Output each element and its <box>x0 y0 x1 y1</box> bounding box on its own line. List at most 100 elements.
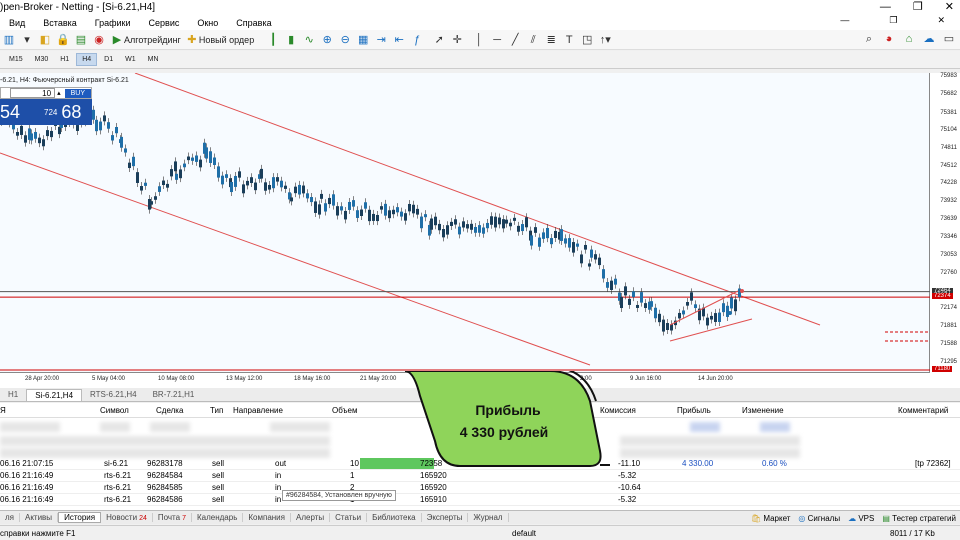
line-chart-icon[interactable]: ∿ <box>304 33 314 46</box>
table-row[interactable]: 06.16 21:16:49rts-6.2196284586sellin1165… <box>0 494 960 506</box>
timeframe-d1[interactable]: D1 <box>104 56 114 63</box>
tab-chart-rts[interactable]: RTS-6.21,H4 <box>90 390 137 399</box>
channel-icon[interactable]: ⫽ <box>530 33 536 46</box>
horizontal-line-icon[interactable]: ─ <box>493 33 502 46</box>
tab-3[interactable]: Новости 24 <box>101 513 153 522</box>
table-row[interactable]: 06.16 21:07:15 si-6.21 96283178 sell out 10 72… <box>0 458 960 470</box>
volume-stepper-icon[interactable]: ▴ <box>57 90 61 97</box>
time-axis[interactable]: 28 Apr 20:00 5 May 04:00 10 May 08:00 13 Ma… <box>0 373 930 388</box>
tab-chart-br[interactable]: BR-7.21,H1 <box>152 390 195 399</box>
tab-4[interactable]: Почта 7 <box>153 513 192 522</box>
candle-body <box>34 131 37 139</box>
col-direction[interactable]: Направление <box>233 406 283 415</box>
new-order-button[interactable]: ✚ Новый ордер <box>185 32 254 48</box>
buy-price-small[interactable]: 724 <box>44 107 58 117</box>
col-commission[interactable]: Комиссия <box>600 406 636 415</box>
label-icon[interactable]: ◳ <box>582 33 593 46</box>
chart-window[interactable]: -6.21, H4: Фьючерсный контракт Si-6.21 ▴… <box>0 73 960 388</box>
timeframe-h1[interactable]: H1 <box>60 56 70 63</box>
table-row[interactable]: 06.16 21:16:49 rts-6.21 96284584 sell in 1 165… <box>0 470 960 482</box>
tab-11[interactable]: Журнал <box>468 513 509 522</box>
col-deal[interactable]: Сделка <box>156 406 184 415</box>
data-window-icon[interactable]: ▤ <box>75 33 87 46</box>
dropdown-icon[interactable]: ▾ <box>24 33 30 46</box>
candle-body <box>550 238 553 245</box>
col-comment[interactable]: Комментарий <box>898 406 949 415</box>
zoom-out-icon[interactable]: ⊖ <box>340 33 350 46</box>
sidebar-toggle-icon[interactable]: ▭ <box>943 33 955 45</box>
restore-icon[interactable]: ❐ <box>912 1 923 13</box>
cloud-icon[interactable]: ☁ <box>923 33 935 45</box>
timeframe-h4[interactable]: H4 <box>76 53 98 66</box>
tab-0[interactable]: ля <box>0 513 20 522</box>
tab-1[interactable]: Активы <box>20 513 59 522</box>
arrows-icon[interactable]: ↑▾ <box>599 33 611 46</box>
col-volume[interactable]: Объем <box>332 406 358 415</box>
menu-insert[interactable]: Вставка <box>43 17 77 28</box>
indicators-icon[interactable]: ƒ <box>414 33 421 46</box>
lock-icon[interactable]: 🔒 <box>56 33 70 46</box>
crosshair-icon[interactable]: ✛ <box>452 33 462 46</box>
mdi-restore-icon[interactable]: ❐ <box>889 15 898 25</box>
price-axis[interactable]: 75983 75682 75381 75104 74811 74512 74228 73932… <box>930 73 960 373</box>
table-row[interactable]: 06.16 21:16:49 rts-6.21 96284585 sell in 2 165… <box>0 482 960 494</box>
trendline-icon[interactable]: ╱ <box>511 33 519 46</box>
market-watch-icon[interactable]: ◧ <box>39 33 51 46</box>
menu-window[interactable]: Окно <box>197 17 219 28</box>
tab-7[interactable]: Алерты <box>291 513 331 522</box>
mdi-close-icon[interactable]: ✕ <box>937 15 945 25</box>
strategy-icon[interactable]: ◉ <box>94 33 104 46</box>
tab-left-partial[interactable]: H1 <box>8 390 19 399</box>
sell-price-button[interactable]: 54 <box>0 101 21 122</box>
vertical-line-icon[interactable]: │ <box>475 33 483 46</box>
signal-icon[interactable]: ⌂ <box>905 33 913 45</box>
shift-chart-icon[interactable]: ⇤ <box>394 33 404 46</box>
notifications-icon[interactable]: ● 1 <box>885 33 893 45</box>
tab-10[interactable]: Эксперты <box>422 513 469 522</box>
tab-2[interactable]: История <box>58 512 102 523</box>
timeframe-m30[interactable]: M30 <box>34 56 49 63</box>
text-icon[interactable]: T <box>565 33 573 46</box>
market-button[interactable]: 🛍 Маркет <box>750 513 791 523</box>
tab-9[interactable]: Библиотека <box>367 513 422 522</box>
mdi-minimize-icon[interactable]: — <box>840 15 850 25</box>
bars-chart-icon[interactable]: ▥ <box>3 33 15 46</box>
tab-8[interactable]: Статьи <box>330 513 368 522</box>
fibo-icon[interactable]: ≣ <box>546 33 556 46</box>
vps-button[interactable]: ☁ VPS <box>848 513 875 523</box>
grid-icon[interactable]: ▦ <box>358 33 369 46</box>
cursor-icon[interactable]: ➚ <box>434 33 444 46</box>
timeframe-w1[interactable]: W1 <box>125 56 136 63</box>
algo-trading-button[interactable]: ▶ Алготрейдинг <box>110 32 181 48</box>
chart-canvas[interactable] <box>0 73 930 373</box>
close-icon[interactable]: ✕ <box>944 1 954 13</box>
price-chart[interactable]: -6.21, H4: Фьючерсный контракт Si-6.21 ▴… <box>0 73 930 373</box>
signals-button[interactable]: ◎ Сигналы <box>798 513 841 523</box>
one-click-trading-panel[interactable]: ▴ BUY 54 724 68 <box>0 87 92 125</box>
zoom-in-icon[interactable]: ⊕ <box>322 33 332 46</box>
bar-chart-icon[interactable]: ┃ <box>269 33 277 46</box>
tab-chart-si[interactable]: Si-6.21,H4 <box>26 388 83 401</box>
col-type[interactable]: Тип <box>210 406 224 415</box>
tab-5[interactable]: Календарь <box>192 513 244 522</box>
buy-price-button[interactable]: 68 <box>61 101 82 122</box>
menu-charts[interactable]: Графики <box>94 17 131 28</box>
candles-icon[interactable]: ▮ <box>288 33 295 46</box>
strategy-tester-button[interactable]: ▤ Тестер стратегий <box>882 513 956 523</box>
candle-body <box>614 278 617 285</box>
autoscroll-icon[interactable]: ⇥ <box>376 33 386 46</box>
timeframe-m15[interactable]: M15 <box>9 56 23 63</box>
volume-input[interactable] <box>10 88 56 98</box>
candle-body <box>272 177 275 189</box>
buy-button[interactable]: BUY <box>64 88 91 98</box>
menu-view[interactable]: Вид <box>9 17 26 28</box>
menu-service[interactable]: Сервис <box>148 17 180 28</box>
col-symbol[interactable]: Символ <box>100 406 129 415</box>
col-change[interactable]: Изменение <box>742 406 784 415</box>
minimize-icon[interactable]: — <box>879 1 891 13</box>
timeframe-mn[interactable]: MN <box>147 56 159 63</box>
tab-6[interactable]: Компания <box>243 513 291 522</box>
col-profit[interactable]: Прибыль <box>677 406 711 415</box>
search-icon[interactable]: ⌕ <box>865 33 873 45</box>
menu-help[interactable]: Справка <box>236 17 272 28</box>
